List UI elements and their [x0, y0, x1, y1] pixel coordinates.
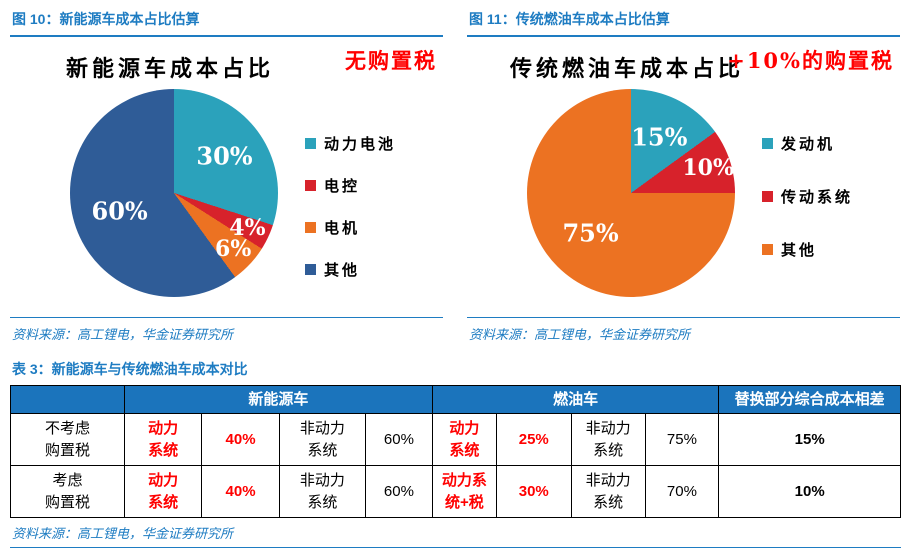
- pie-slice-label: 60%: [91, 196, 148, 226]
- table-cell: 25%: [495, 413, 572, 466]
- cost-comparison-table: 新能源车 燃油车 替换部分综合成本相差 不考虑 购置税 动力 系统 40% 非动力 系统 6…: [10, 385, 901, 518]
- legend-swatch-icon: [305, 222, 316, 233]
- table-cell: 动力 系统: [123, 413, 203, 466]
- legend-item: 动力电池: [305, 133, 396, 154]
- table-cell: 动力系 统+税: [431, 465, 497, 518]
- legend-item: 传动系统: [762, 186, 853, 207]
- pie-chart-nev-cost: 30% 4% 6% 60%: [70, 89, 278, 297]
- chart-body-nev: 30% 4% 6% 60% 动力电池电控电机其他: [10, 81, 443, 313]
- legend-label: 电控: [324, 177, 361, 195]
- legend-item: 其他: [305, 259, 396, 280]
- legend-fuel: 发动机 传动系统 其他: [762, 133, 853, 292]
- figure-10-source: 资料来源：高工锂电，华金证券研究所: [10, 317, 443, 347]
- legend-swatch-icon: [762, 191, 773, 202]
- chart-body-fuel: 15% 10% 75% 发动机传动系统其他: [467, 81, 900, 313]
- table-row: 考虑 购置税 动力 系统 40% 非动力 系统 60% 动力系 统+税 30% 非动力 系统 7…: [10, 465, 901, 518]
- table-header-cell: [10, 385, 125, 414]
- legend-label: 传动系统: [781, 188, 854, 206]
- table-cell: 60%: [365, 413, 433, 466]
- table-header-row: 新能源车 燃油车 替换部分综合成本相差: [10, 385, 901, 414]
- legend-swatch-icon: [305, 264, 316, 275]
- table-cell: 30%: [495, 465, 572, 518]
- table-cell: 动力 系统: [431, 413, 497, 466]
- table-cell: 非动力 系统: [278, 465, 367, 518]
- table-cell: 60%: [365, 465, 433, 518]
- pie-slice-label: 30%: [196, 141, 253, 171]
- figures-row: 图 10：新能源车成本占比估算 新能源车成本占比 无购置税 30% 4% 6% 60%…: [10, 6, 901, 347]
- figure-11-source: 资料来源：高工锂电，华金证券研究所: [467, 317, 900, 347]
- legend-item: 其他: [762, 239, 853, 260]
- table-cell: 40%: [201, 465, 280, 518]
- legend-label: 其他: [324, 261, 361, 279]
- legend-label: 发动机: [781, 135, 836, 153]
- legend-item: 电控: [305, 175, 396, 196]
- legend-label: 其他: [781, 241, 818, 259]
- pie-slice-label: 6%: [215, 235, 252, 262]
- table-cell: 动力 系统: [123, 465, 203, 518]
- legend-nev: 动力电池电控电机其他: [305, 133, 396, 301]
- table-3-title: 表 3：新能源车与传统燃油车成本对比: [12, 361, 248, 377]
- legend-swatch-icon: [305, 138, 316, 149]
- legend-swatch-icon: [305, 180, 316, 191]
- table-row: 不考虑 购置税 动力 系统 40% 非动力 系统 60% 动力 系统 25% 非动力 系统 75…: [10, 413, 901, 466]
- legend-label: 动力电池: [324, 135, 397, 153]
- figure-10-chart-area: 新能源车成本占比 无购置税 30% 4% 6% 60% 动力电池电控电机其他: [10, 43, 443, 313]
- chart-title-nev: 新能源车成本占比: [65, 56, 274, 82]
- figure-10-panel: 图 10：新能源车成本占比估算 新能源车成本占比 无购置税 30% 4% 6% 60%…: [10, 6, 443, 347]
- table-body: 不考虑 购置税 动力 系统 40% 非动力 系统 60% 动力 系统 25% 非动力 系统 75…: [10, 413, 901, 518]
- table-cell: 非动力 系统: [278, 413, 367, 466]
- table-cell: 不考虑 购置税: [10, 413, 125, 466]
- table-cell: 75%: [644, 413, 720, 466]
- legend-label: 电机: [324, 219, 361, 237]
- pie-slice-label: 75%: [562, 218, 619, 248]
- table-cell: 考虑 购置税: [10, 465, 125, 518]
- pie-slice-label: 15%: [631, 122, 688, 152]
- pie-slice-label: 4%: [229, 214, 266, 241]
- table-header: 新能源车 燃油车 替换部分综合成本相差: [10, 385, 901, 414]
- table-header-cell: 燃油车: [431, 385, 720, 414]
- legend-swatch-icon: [762, 244, 773, 255]
- table-cell: 40%: [201, 413, 280, 466]
- table-cell: 非动力 系统: [570, 413, 646, 466]
- figure-11-panel: 图 11：传统燃油车成本占比估算 传统燃油车成本占比 +10%的购置税 15% 1…: [467, 6, 900, 347]
- figure-11-header: 图 11：传统燃油车成本占比估算: [467, 6, 900, 37]
- figure-11-chart-area: 传统燃油车成本占比 +10%的购置税 15% 10% 75% 发动机传动系统其他: [467, 43, 900, 313]
- chart-title-fuel: 传统燃油车成本占比: [509, 56, 744, 82]
- table-cell: 70%: [644, 465, 720, 518]
- table-header-cell: 新能源车: [123, 385, 433, 414]
- table-header-cell: 替换部分综合成本相差: [718, 385, 901, 414]
- annotation-plus-10pct-tax: +10%的购置税: [727, 48, 894, 73]
- table-cell: 非动力 系统: [570, 465, 646, 518]
- annotation-no-purchase-tax: 无购置税: [345, 48, 437, 73]
- legend-swatch-icon: [762, 138, 773, 149]
- legend-item: 电机: [305, 217, 396, 238]
- table-3-block: 表 3：新能源车与传统燃油车成本对比 新能源车 燃油车 替换部分综合成本相差 不考虑…: [10, 357, 901, 548]
- table-cell: 10%: [718, 465, 901, 518]
- figure-10-header: 图 10：新能源车成本占比估算: [10, 6, 443, 37]
- pie-slice-label: 10%: [682, 154, 734, 181]
- pie-chart-fuel-cost: 15% 10% 75%: [527, 89, 735, 297]
- legend-item: 发动机: [762, 133, 853, 154]
- table-3-source: 资料来源：高工锂电，华金证券研究所: [12, 526, 234, 541]
- table-cell: 15%: [718, 413, 901, 466]
